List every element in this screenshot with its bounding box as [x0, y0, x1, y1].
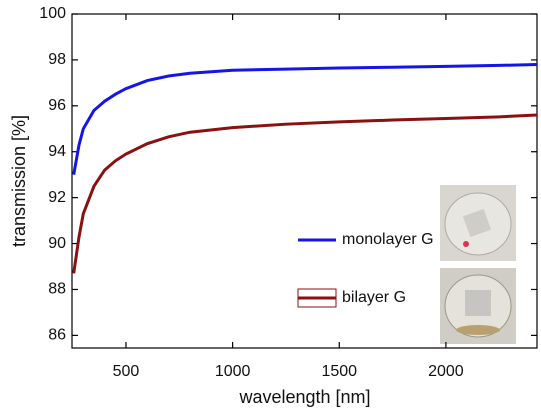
- y-tick-label: 86: [48, 327, 66, 344]
- x-tick-label: 500: [113, 363, 140, 380]
- legend-label: monolayer G: [342, 231, 434, 248]
- inset-photo: [440, 268, 516, 344]
- y-tick-label: 100: [39, 5, 66, 22]
- plot-frame: [71, 13, 538, 349]
- y-tick-label: 96: [48, 97, 66, 114]
- legend-label: bilayer G: [342, 289, 406, 306]
- y-tick-label: 90: [48, 235, 66, 252]
- y-tick-label: 94: [48, 143, 66, 160]
- y-tick-label: 98: [48, 51, 66, 68]
- x-tick-label: 1000: [215, 363, 251, 380]
- y-axis-label: transmission [%]: [9, 115, 29, 247]
- x-axis-label: wavelength [nm]: [238, 387, 370, 407]
- y-tick-label: 92: [48, 189, 66, 206]
- data-line: [72, 113, 538, 274]
- y-tick-label: 88: [48, 281, 66, 298]
- x-tick-label: 1500: [321, 363, 357, 380]
- inset-photo: [440, 185, 516, 261]
- x-tick-label: 2000: [428, 363, 464, 380]
- data-line: [72, 63, 538, 175]
